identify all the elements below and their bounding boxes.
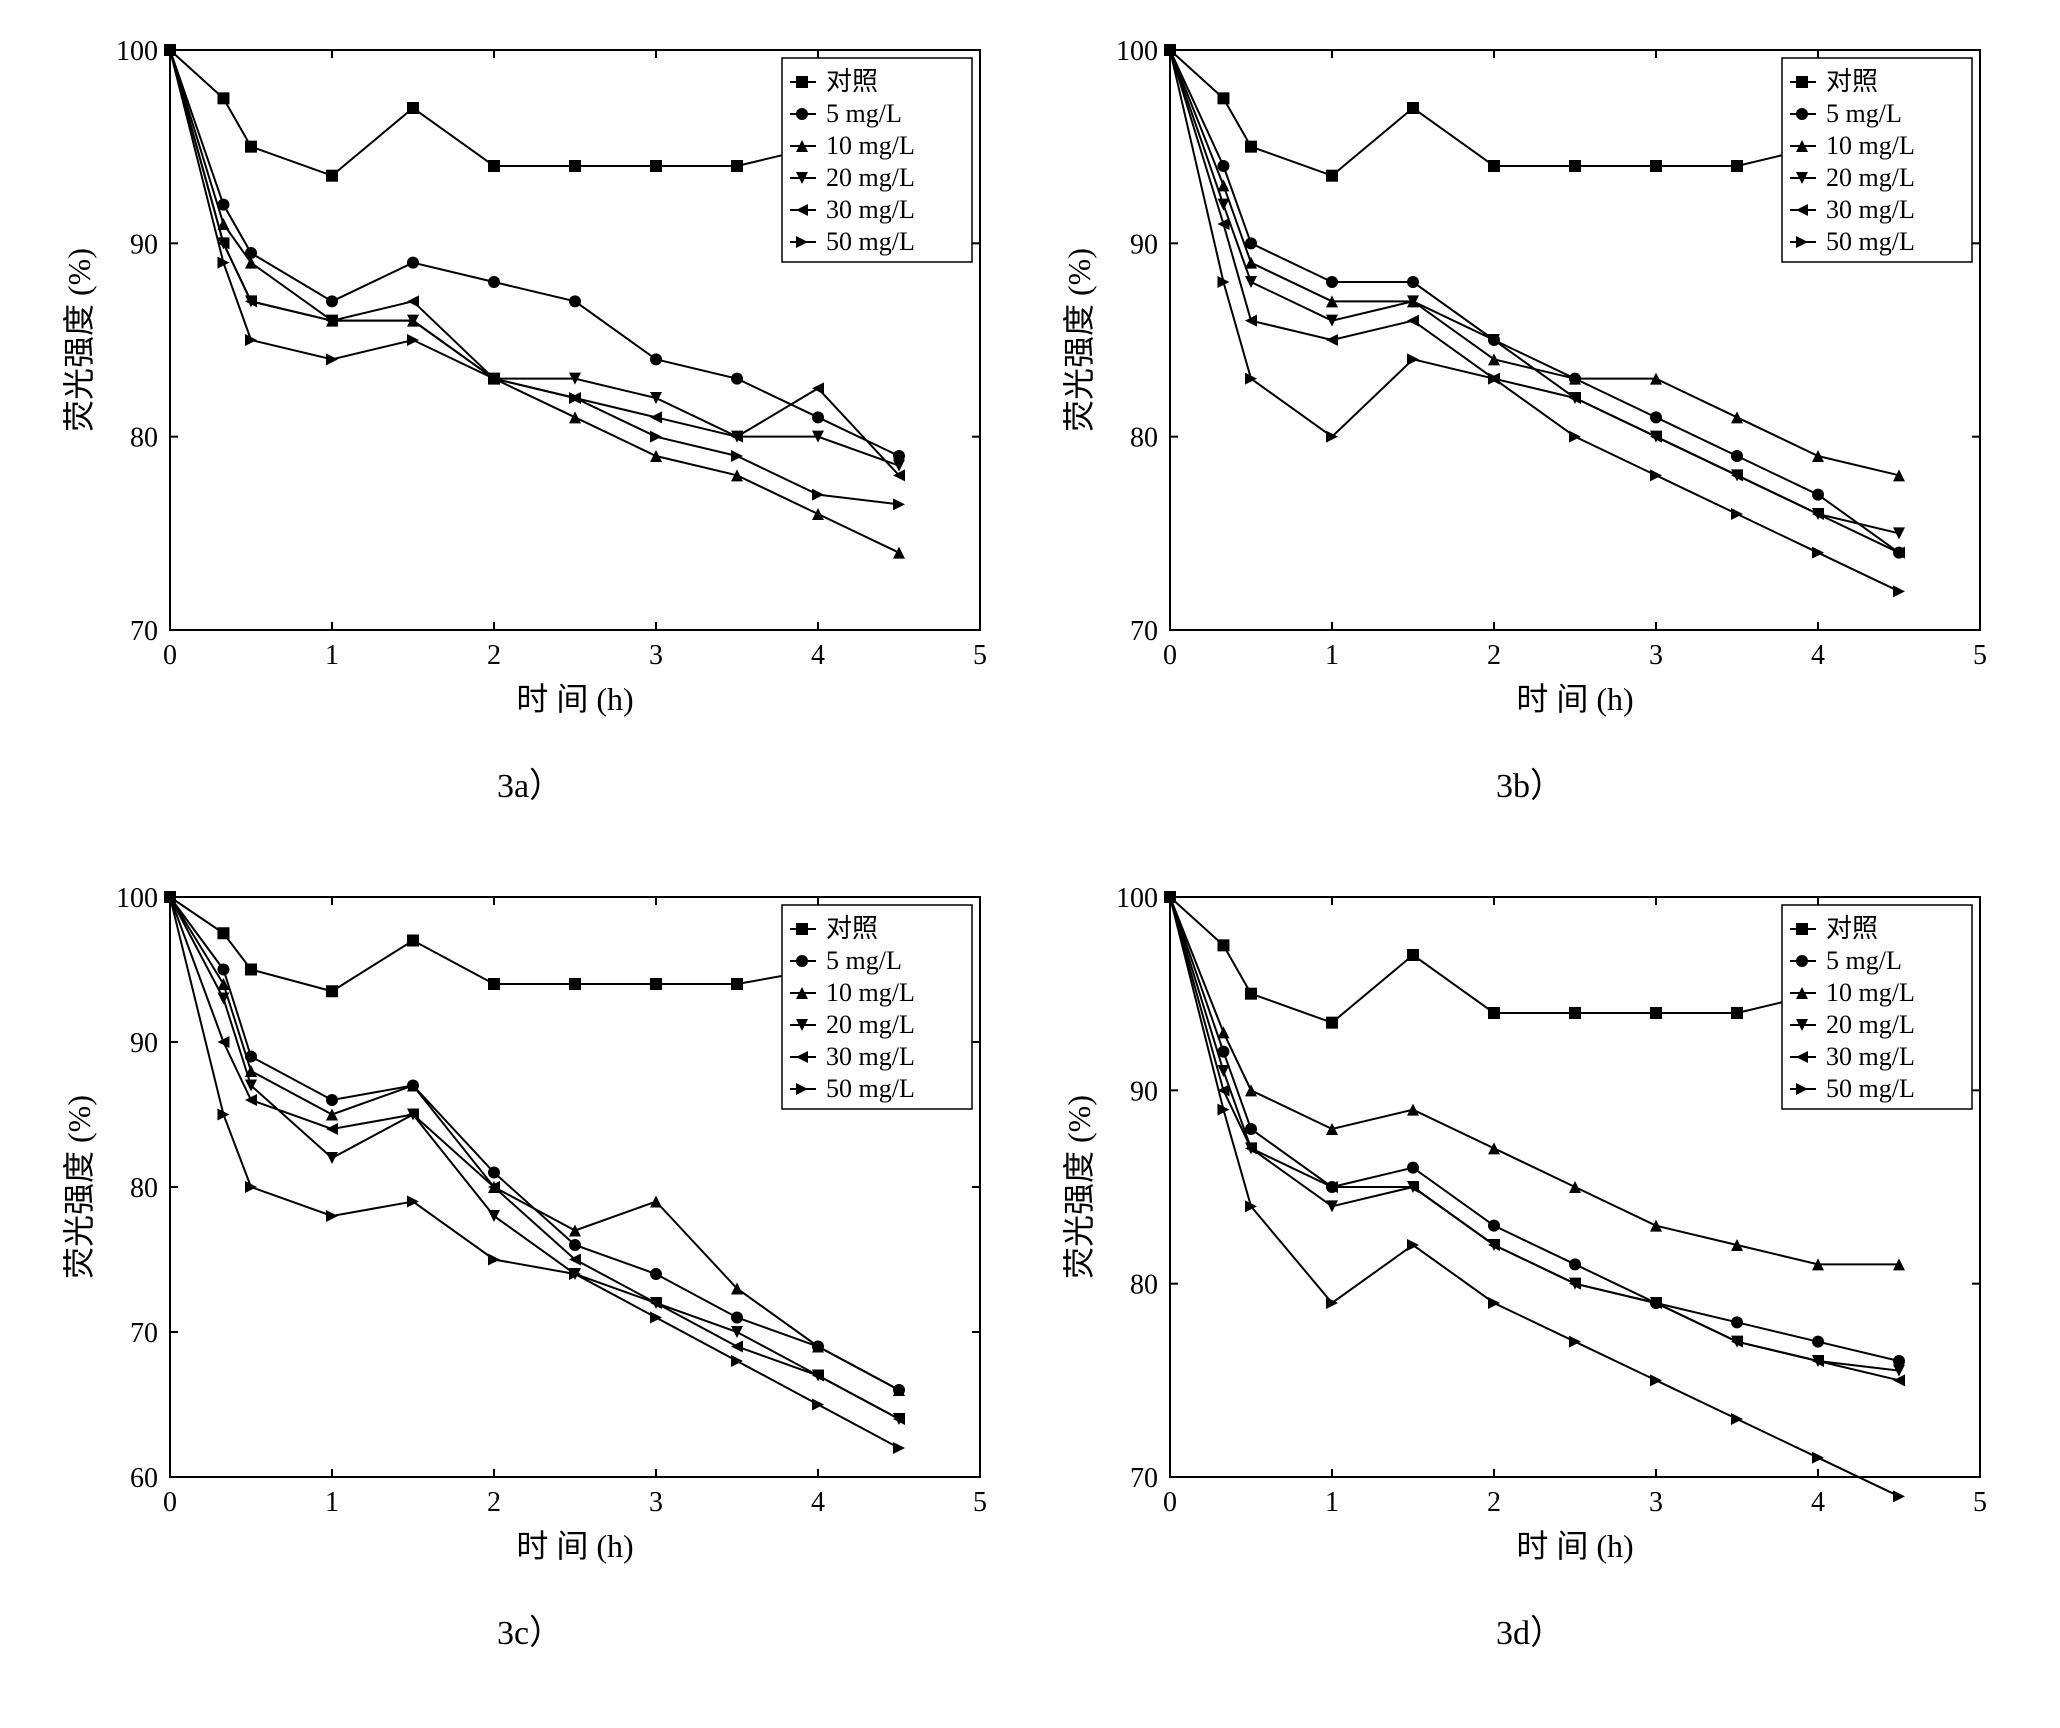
- svg-text:5: 5: [973, 1487, 987, 1518]
- svg-text:3: 3: [649, 1487, 663, 1518]
- caption-c: 3c）: [497, 1605, 563, 1654]
- svg-text:2: 2: [1487, 640, 1501, 671]
- panel-d: 0 1 2 3 4 5 70 80 90 100 时 间 (h) 荧光强度 (%) 对照 5 mg/L 10…: [1050, 867, 2010, 1654]
- legend-label-0: 对照: [826, 914, 878, 943]
- legend-label-3: 20 mg/L: [1826, 163, 1915, 192]
- svg-text:60: 60: [130, 1463, 158, 1494]
- legend-label-0: 对照: [1826, 914, 1878, 943]
- svg-text:2: 2: [487, 640, 501, 671]
- legend-label-1: 5 mg/L: [826, 99, 902, 128]
- legend-label-0: 对照: [826, 67, 878, 96]
- legend-label-4: 30 mg/L: [1826, 1042, 1915, 1071]
- caption-a: 3a）: [497, 758, 563, 807]
- svg-text:5: 5: [973, 640, 987, 671]
- svg-text:4: 4: [811, 640, 825, 671]
- svg-text:3: 3: [1649, 1487, 1663, 1518]
- legend-label-2: 10 mg/L: [1826, 131, 1915, 160]
- legend-label-5: 50 mg/L: [826, 227, 915, 256]
- svg-text:4: 4: [1811, 1487, 1825, 1518]
- svg-text:70: 70: [130, 1318, 158, 1349]
- svg-text:0: 0: [163, 640, 177, 671]
- svg-text:0: 0: [1163, 1487, 1177, 1518]
- legend-label-5: 50 mg/L: [1826, 1074, 1915, 1103]
- svg-text:90: 90: [130, 1028, 158, 1059]
- legend-label-4: 30 mg/L: [826, 1042, 915, 1071]
- svg-text:100: 100: [1116, 883, 1158, 914]
- svg-text:80: 80: [130, 1173, 158, 1204]
- svg-text:1: 1: [1325, 1487, 1339, 1518]
- svg-text:70: 70: [1130, 1463, 1158, 1494]
- legend-label-5: 50 mg/L: [826, 1074, 915, 1103]
- x-axis-label: 时 间 (h): [516, 681, 633, 717]
- caption-b: 3b）: [1496, 758, 1564, 807]
- svg-text:3: 3: [649, 640, 663, 671]
- legend-label-0: 对照: [1826, 67, 1878, 96]
- svg-text:90: 90: [1130, 229, 1158, 260]
- legend-label-2: 10 mg/L: [826, 978, 915, 1007]
- svg-text:2: 2: [487, 1487, 501, 1518]
- svg-text:5: 5: [1973, 1487, 1987, 1518]
- chart-d: 0 1 2 3 4 5 70 80 90 100 时 间 (h) 荧光强度 (%) 对照 5 mg/L 10…: [1050, 867, 2010, 1587]
- svg-text:1: 1: [325, 640, 339, 671]
- legend-label-2: 10 mg/L: [1826, 978, 1915, 1007]
- svg-text:90: 90: [130, 229, 158, 260]
- panel-b: 0 1 2 3 4 5 70 80 90 100 时 间 (h) 荧光强度 (%) 对照 5 mg/L 10…: [1050, 20, 2010, 807]
- panel-c: 0 1 2 3 4 5 60 70 80 90 100 时 间 (h) 荧光强度 (%) 对照 5 mg/L…: [50, 867, 1010, 1654]
- svg-text:4: 4: [811, 1487, 825, 1518]
- svg-text:70: 70: [130, 616, 158, 647]
- chart-b: 0 1 2 3 4 5 70 80 90 100 时 间 (h) 荧光强度 (%) 对照 5 mg/L 10…: [1050, 20, 2010, 740]
- svg-text:70: 70: [1130, 616, 1158, 647]
- y-axis-label: 荧光强度 (%): [61, 248, 97, 432]
- svg-text:80: 80: [1130, 1270, 1158, 1301]
- y-axis-label: 荧光强度 (%): [1061, 248, 1097, 432]
- chart-a: 0 1 2 3 4 5 70 80 90 100 时 间 (h) 荧光强度 (%) 对照 5 mg/L 10…: [50, 20, 1010, 740]
- x-axis-label: 时 间 (h): [516, 1528, 633, 1564]
- chart-c: 0 1 2 3 4 5 60 70 80 90 100 时 间 (h) 荧光强度 (%) 对照 5 mg/L…: [50, 867, 1010, 1587]
- x-axis-label: 时 间 (h): [1516, 1528, 1633, 1564]
- legend-label-3: 20 mg/L: [1826, 1010, 1915, 1039]
- panel-a: 0 1 2 3 4 5 70 80 90 100 时 间 (h) 荧光强度 (%) 对照 5 mg/L 10…: [50, 20, 1010, 807]
- svg-text:4: 4: [1811, 640, 1825, 671]
- legend-label-5: 50 mg/L: [1826, 227, 1915, 256]
- svg-text:1: 1: [325, 1487, 339, 1518]
- caption-d: 3d）: [1496, 1605, 1564, 1654]
- svg-text:80: 80: [130, 423, 158, 454]
- svg-text:2: 2: [1487, 1487, 1501, 1518]
- svg-text:5: 5: [1973, 640, 1987, 671]
- y-axis-label: 荧光强度 (%): [61, 1095, 97, 1279]
- svg-text:3: 3: [1649, 640, 1663, 671]
- svg-text:0: 0: [163, 1487, 177, 1518]
- legend-label-4: 30 mg/L: [1826, 195, 1915, 224]
- svg-text:100: 100: [1116, 36, 1158, 67]
- svg-text:80: 80: [1130, 423, 1158, 454]
- legend-label-1: 5 mg/L: [826, 946, 902, 975]
- legend-label-1: 5 mg/L: [1826, 99, 1902, 128]
- svg-text:100: 100: [116, 36, 158, 67]
- svg-text:100: 100: [116, 883, 158, 914]
- y-axis-label: 荧光强度 (%): [1061, 1095, 1097, 1279]
- svg-text:0: 0: [1163, 640, 1177, 671]
- legend-label-2: 10 mg/L: [826, 131, 915, 160]
- legend-label-4: 30 mg/L: [826, 195, 915, 224]
- legend-label-1: 5 mg/L: [1826, 946, 1902, 975]
- legend-label-3: 20 mg/L: [826, 163, 915, 192]
- legend-label-3: 20 mg/L: [826, 1010, 915, 1039]
- svg-text:1: 1: [1325, 640, 1339, 671]
- svg-text:90: 90: [1130, 1076, 1158, 1107]
- x-axis-label: 时 间 (h): [1516, 681, 1633, 717]
